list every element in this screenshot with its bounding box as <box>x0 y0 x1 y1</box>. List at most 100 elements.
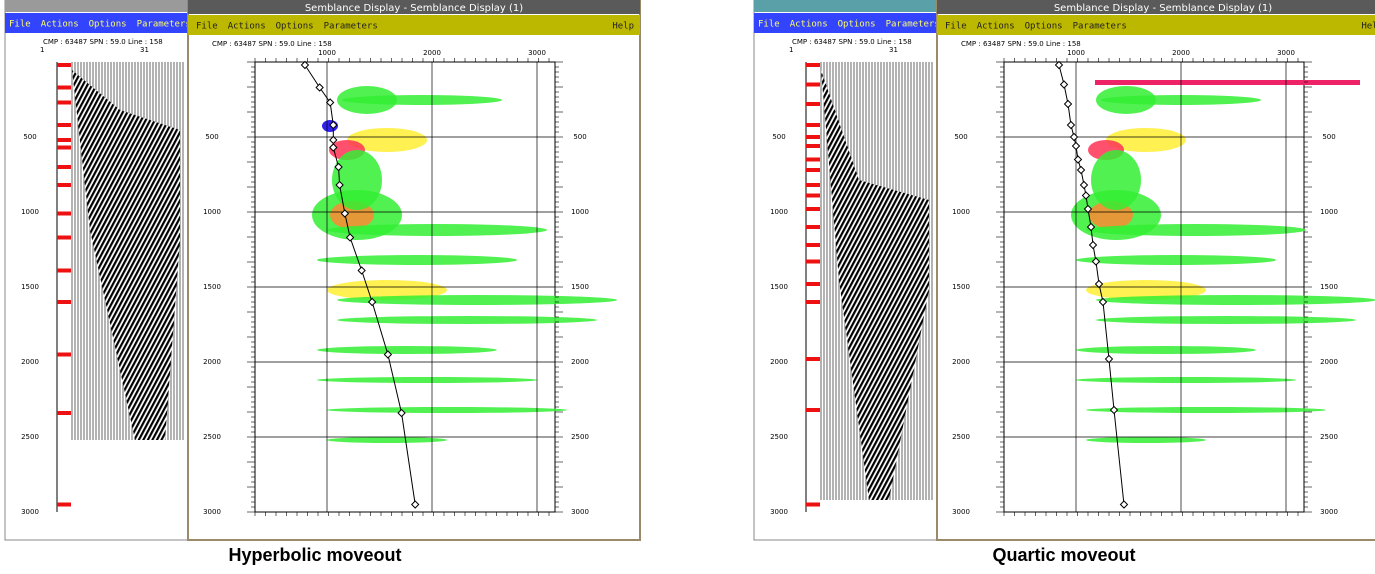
menu-item[interactable]: File <box>196 22 218 32</box>
semblance-energy <box>347 128 427 152</box>
y-tick-label: 1500 <box>203 283 221 291</box>
y-tick-label: 2500 <box>203 433 221 441</box>
velocity-pick <box>1091 257 1101 266</box>
pick-marker <box>57 138 71 142</box>
pick-marker <box>806 408 820 412</box>
menu-item[interactable]: File <box>758 20 780 30</box>
menu-item[interactable]: Options <box>89 20 127 30</box>
y-tick-label: 1500 <box>21 283 39 291</box>
y-tick-label: 1000 <box>1320 208 1338 216</box>
velocity-pick <box>300 60 310 70</box>
velocity-pick <box>1071 141 1081 151</box>
velocity-pick <box>410 500 420 509</box>
window-title: Semblance Display - Semblance Display (1… <box>305 3 523 14</box>
y-tick-label: 3000 <box>770 508 788 516</box>
velocity-pick <box>1054 60 1064 70</box>
velocity-pick <box>367 297 377 307</box>
header: CMP : 63487 SPN : 59.0 Line : 158 <box>212 40 332 48</box>
velocity-pick <box>329 120 338 130</box>
menu-bar <box>937 15 1375 35</box>
header: CMP : 63487 SPN : 59.0 Line : 158 <box>43 38 163 46</box>
title-bar <box>937 0 1375 14</box>
y-tick-label: 3000 <box>571 508 589 516</box>
semblance-energy <box>1076 377 1296 383</box>
pick-marker <box>57 85 71 90</box>
semblance-energy <box>1086 407 1326 413</box>
velocity-pick <box>1076 165 1086 175</box>
y-tick-label: 1000 <box>770 208 788 216</box>
pick-marker <box>806 225 820 229</box>
pick-marker <box>57 411 71 415</box>
semblance-energy <box>1076 255 1276 265</box>
semblance-energy <box>342 95 502 105</box>
pick-marker <box>806 243 820 247</box>
menu-item[interactable]: Actions <box>41 20 79 30</box>
trace-label: 31 <box>889 46 898 54</box>
gather-window: File Actions Options Parameters CMP : 63487 … <box>753 0 941 541</box>
menu-item[interactable]: Parameters <box>1073 22 1127 32</box>
velocity-pick <box>329 143 338 152</box>
pick-marker <box>57 268 71 273</box>
velocity-pick <box>1063 99 1073 109</box>
menu-help[interactable]: Help <box>612 22 634 32</box>
menu-item[interactable]: File <box>945 22 967 32</box>
menu-bar <box>5 13 191 33</box>
pick-marker <box>806 157 820 162</box>
semblance-energy <box>1086 437 1206 443</box>
menu-item[interactable]: Parameters <box>137 20 191 30</box>
gather-window: File Actions Options Parameters CMP : 63487 … <box>4 0 192 541</box>
velocity-pick <box>1109 405 1119 415</box>
trace-label: 1 <box>40 46 44 54</box>
semblance-window: Semblance Display - Semblance Display (1… <box>187 0 641 541</box>
pick-marker <box>806 144 820 148</box>
caption: Quartic moveout <box>992 545 1135 565</box>
velocity-pick <box>1079 180 1089 190</box>
window-title: Semblance Display - Semblance Display (1… <box>1054 3 1272 14</box>
title-bar <box>754 0 940 12</box>
pick-marker <box>806 300 820 304</box>
y-tick-label: 500 <box>954 133 967 141</box>
menu-help[interactable]: Help <box>1361 22 1375 32</box>
pick-marker <box>57 63 71 67</box>
pick-marker <box>806 502 820 507</box>
velocity-pick <box>345 233 355 242</box>
semblance-energy <box>317 377 537 383</box>
y-tick-label: 2000 <box>203 358 221 366</box>
pick-marker <box>57 300 71 304</box>
x-tick-label: 2000 <box>423 49 441 57</box>
menu-item[interactable]: Options <box>838 20 876 30</box>
y-tick-label: 2000 <box>770 358 788 366</box>
x-tick-label: 3000 <box>1277 49 1295 57</box>
y-tick-label: 2500 <box>1320 433 1338 441</box>
menu-item[interactable]: Parameters <box>324 22 378 32</box>
title-bar <box>5 0 191 12</box>
y-tick-label: 1000 <box>952 208 970 216</box>
menu-item[interactable]: Actions <box>790 20 828 30</box>
pick-marker <box>806 282 820 286</box>
velocity-pick <box>1073 155 1083 164</box>
menu-item[interactable]: Options <box>276 22 314 32</box>
y-tick-label: 500 <box>23 133 36 141</box>
y-tick-label: 3000 <box>952 508 970 516</box>
panel: File Actions Options Parameters CMP : 63487 … <box>753 0 1375 565</box>
menu-item[interactable]: Actions <box>977 22 1015 32</box>
pick-marker <box>806 168 820 172</box>
pick-marker <box>806 123 820 127</box>
semblance-energy <box>337 295 617 305</box>
y-tick-label: 2000 <box>952 358 970 366</box>
pick-marker <box>806 357 820 361</box>
pick-marker <box>57 145 71 150</box>
panel: File Actions Options Parameters CMP : 63487 … <box>4 0 641 565</box>
semblance-energy <box>1096 295 1375 305</box>
velocity-pick <box>340 209 350 218</box>
menu-item[interactable]: Actions <box>228 22 266 32</box>
pick-marker <box>57 165 71 169</box>
velocity-pick <box>1094 279 1104 289</box>
trace-label: 31 <box>140 46 149 54</box>
velocity-pick <box>357 266 366 275</box>
menu-item[interactable]: Options <box>1025 22 1063 32</box>
y-tick-label: 1000 <box>21 208 39 216</box>
menu-item[interactable]: Parameters <box>886 20 940 30</box>
menu-item[interactable]: File <box>9 20 31 30</box>
